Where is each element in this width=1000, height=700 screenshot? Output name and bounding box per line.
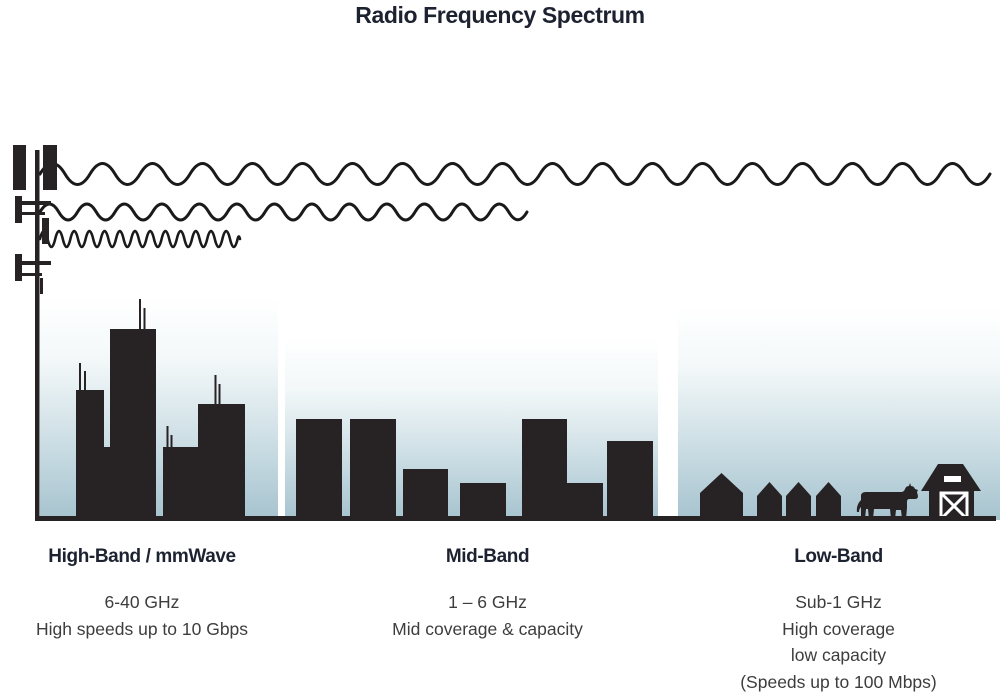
band-detail: low capacity: [790, 645, 887, 665]
cow-icon: [856, 483, 918, 519]
skyscraper: [163, 447, 198, 520]
band-label-mid: Mid-Band 1 – 6 GHz Mid coverage & capaci…: [305, 546, 670, 642]
band-heading-mid: Mid-Band: [445, 546, 530, 567]
building: [522, 419, 567, 520]
band-detail: High coverage: [782, 618, 895, 639]
house-icon: [700, 473, 743, 520]
medium-wave-icon: [38, 202, 529, 222]
building: [460, 483, 506, 520]
building: [296, 419, 342, 520]
band-detail: Sub-1 GHz: [795, 592, 882, 612]
town-buildings-mid-band: [296, 419, 653, 520]
skyscraper: [198, 404, 245, 520]
cell-tower-icon: [13, 145, 57, 518]
house-icon: [816, 482, 841, 520]
skyscraper: [76, 390, 104, 520]
long-wave-icon: [38, 162, 992, 186]
band-heading-low: Low-Band: [794, 546, 883, 567]
radio-waves: [38, 162, 992, 249]
building: [607, 441, 653, 520]
building: [567, 483, 603, 520]
band-detail: 6-40 GHz: [104, 592, 180, 612]
short-wave-icon: [38, 229, 242, 249]
city-skyline-high-band: [76, 299, 245, 520]
band-detail: 1 – 6 GHz: [448, 592, 527, 612]
band-label-high: High-Band / mmWave 6-40 GHz High speeds …: [0, 546, 284, 642]
band-detail: (Speeds up to 100 Mbps): [740, 671, 937, 692]
band-detail: Mid coverage & capacity: [392, 618, 583, 639]
house-icon: [757, 482, 782, 520]
ground-line: [35, 516, 996, 521]
skyscraper: [110, 329, 156, 520]
band-detail: High speeds up to 10 Gbps: [35, 618, 249, 639]
band-label-low: Low-Band Sub-1 GHz High coverage low cap…: [676, 546, 1000, 695]
page-title: Radio Frequency Spectrum: [355, 2, 645, 28]
rural-scene-low-band: [700, 464, 981, 521]
house-icon: [786, 482, 811, 520]
building: [350, 419, 396, 520]
building: [403, 469, 448, 520]
band-heading-high: High-Band / mmWave: [48, 546, 236, 567]
barn-icon: [921, 464, 981, 521]
